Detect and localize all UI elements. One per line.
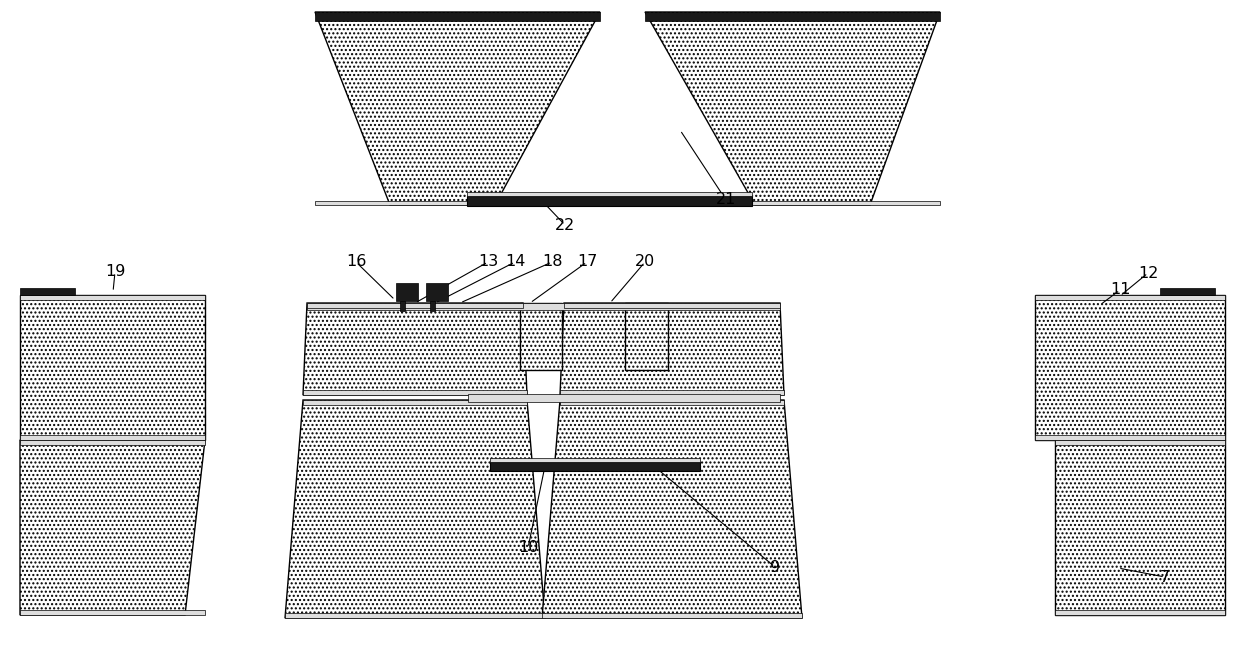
Polygon shape xyxy=(315,12,600,205)
Bar xyxy=(467,192,751,196)
Text: 11: 11 xyxy=(1110,283,1130,298)
Polygon shape xyxy=(20,295,205,440)
Text: 10: 10 xyxy=(518,541,538,556)
Polygon shape xyxy=(625,303,668,370)
Text: 17: 17 xyxy=(577,255,598,270)
Text: 7: 7 xyxy=(1159,569,1171,584)
Bar xyxy=(430,301,435,311)
Bar xyxy=(645,201,940,205)
Text: 18: 18 xyxy=(542,255,562,270)
Text: 14: 14 xyxy=(505,255,526,270)
Text: 16: 16 xyxy=(346,255,366,270)
Text: 22: 22 xyxy=(554,218,575,232)
Text: 19: 19 xyxy=(105,264,125,279)
Bar xyxy=(315,12,600,21)
Bar xyxy=(427,283,448,301)
Bar xyxy=(20,610,205,615)
Bar xyxy=(1035,295,1225,300)
Bar xyxy=(467,196,751,206)
Bar xyxy=(396,283,418,301)
Bar xyxy=(315,201,600,205)
Polygon shape xyxy=(645,12,940,205)
Bar xyxy=(490,458,701,462)
Bar xyxy=(20,288,74,295)
Bar xyxy=(303,400,527,405)
Bar xyxy=(564,303,780,308)
Bar xyxy=(20,440,205,445)
Polygon shape xyxy=(20,440,205,615)
Bar xyxy=(308,303,523,308)
Bar xyxy=(1055,440,1225,445)
Bar xyxy=(560,400,784,405)
Polygon shape xyxy=(285,400,546,618)
Text: 9: 9 xyxy=(770,560,780,575)
Bar xyxy=(20,295,205,300)
Text: 20: 20 xyxy=(635,255,655,270)
Bar xyxy=(20,435,205,440)
Bar xyxy=(401,301,405,311)
Bar xyxy=(467,394,780,402)
Polygon shape xyxy=(560,303,784,395)
Bar xyxy=(1159,288,1215,295)
Polygon shape xyxy=(542,400,802,618)
Bar xyxy=(303,390,527,395)
Bar xyxy=(645,12,940,21)
Bar xyxy=(490,462,701,471)
Bar xyxy=(285,613,546,618)
Bar xyxy=(1035,435,1225,440)
Text: 13: 13 xyxy=(477,255,498,270)
Text: 12: 12 xyxy=(1138,266,1158,281)
Bar xyxy=(1055,610,1225,615)
Bar xyxy=(542,613,802,618)
Polygon shape xyxy=(1055,440,1225,615)
Polygon shape xyxy=(303,303,527,395)
Bar xyxy=(560,390,784,395)
Polygon shape xyxy=(520,303,562,370)
Bar xyxy=(308,303,780,310)
Text: 21: 21 xyxy=(715,192,737,207)
Polygon shape xyxy=(1035,295,1225,440)
